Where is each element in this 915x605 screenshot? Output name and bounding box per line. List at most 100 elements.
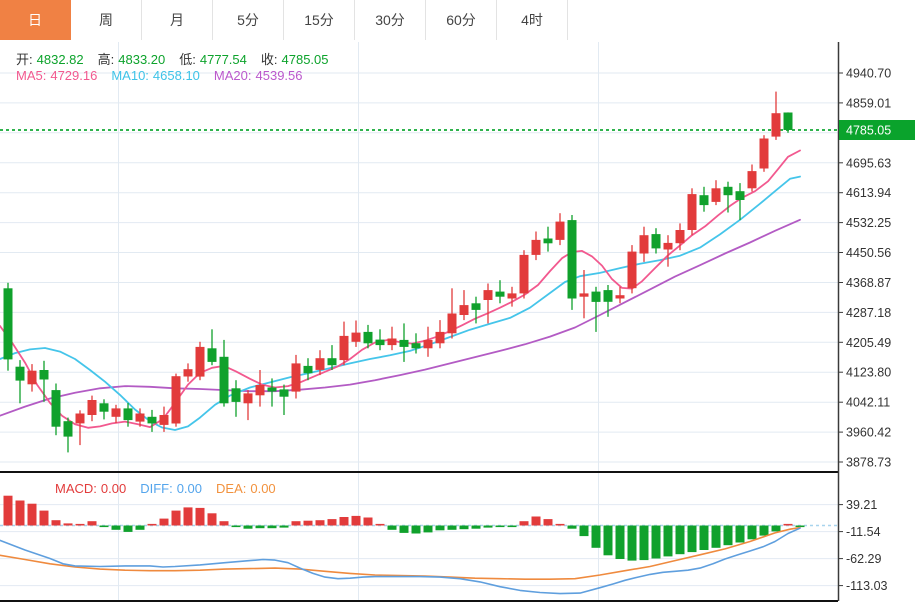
timeframe-tab-4[interactable]: 15分 bbox=[284, 0, 355, 40]
macd-bar bbox=[735, 525, 745, 543]
candle bbox=[291, 363, 301, 392]
macd-bar bbox=[183, 507, 193, 526]
svg-text:4123.80: 4123.80 bbox=[846, 366, 891, 380]
macd-bar bbox=[483, 525, 493, 528]
macd-bar bbox=[111, 525, 121, 530]
macd-bar bbox=[579, 525, 589, 537]
candle bbox=[591, 291, 601, 302]
candle bbox=[663, 242, 673, 250]
macd-bar bbox=[147, 523, 157, 526]
timeframe-tab-5[interactable]: 30分 bbox=[355, 0, 426, 40]
candle bbox=[279, 389, 289, 397]
timeframe-tab-7[interactable]: 4时 bbox=[497, 0, 568, 40]
macd-bar bbox=[87, 521, 97, 526]
timeframe-tab-3[interactable]: 5分 bbox=[213, 0, 284, 40]
kline-chart-canvas[interactable]: 4940.70 4859.01 4695.63 4613.94 4532.25 4450.… bbox=[0, 40, 915, 605]
candle bbox=[555, 221, 565, 240]
candle bbox=[447, 313, 457, 334]
candle bbox=[51, 390, 61, 427]
macd-bar bbox=[123, 525, 133, 532]
candle bbox=[147, 416, 157, 424]
macd-bar bbox=[15, 500, 25, 526]
timeframe-tab-6[interactable]: 60分 bbox=[426, 0, 497, 40]
macd-bar bbox=[771, 525, 781, 532]
svg-text:4368.87: 4368.87 bbox=[846, 276, 891, 290]
macd-bar bbox=[507, 525, 517, 528]
candle bbox=[627, 251, 637, 289]
candle bbox=[243, 393, 253, 404]
kline-chart[interactable]: 4940.70 4859.01 4695.63 4613.94 4532.25 4450.… bbox=[0, 40, 915, 605]
candle bbox=[231, 388, 241, 402]
candle bbox=[363, 331, 373, 344]
candle bbox=[783, 112, 793, 130]
macd-bar bbox=[27, 503, 37, 526]
macd-bar bbox=[387, 525, 397, 530]
macd-bar bbox=[603, 525, 613, 556]
macd-bar bbox=[783, 523, 793, 526]
macd-bar bbox=[231, 525, 241, 528]
candle bbox=[15, 366, 25, 381]
macd-bar bbox=[63, 523, 73, 526]
candle bbox=[387, 338, 397, 346]
macd-bar bbox=[675, 525, 685, 555]
macd-bar bbox=[699, 525, 709, 550]
macd-bar bbox=[207, 513, 217, 526]
macd-bar bbox=[747, 525, 757, 540]
grid bbox=[0, 42, 838, 601]
candle bbox=[207, 348, 217, 362]
svg-text:39.21: 39.21 bbox=[846, 498, 877, 512]
candle bbox=[615, 295, 625, 299]
candle bbox=[219, 356, 229, 404]
macd-bar bbox=[459, 525, 469, 530]
macd-bar bbox=[267, 525, 277, 529]
candle bbox=[567, 220, 577, 299]
macd-bar bbox=[327, 519, 337, 526]
svg-text:4785.05: 4785.05 bbox=[846, 124, 891, 138]
macd-bar bbox=[795, 525, 805, 528]
candle bbox=[639, 235, 649, 254]
candle bbox=[195, 346, 205, 377]
candlestick-series bbox=[3, 91, 793, 453]
macd-bar bbox=[639, 525, 649, 561]
timeframe-tab-1[interactable]: 周 bbox=[71, 0, 142, 40]
candle bbox=[87, 400, 97, 415]
svg-text:4613.94: 4613.94 bbox=[846, 186, 891, 200]
macd-bar bbox=[411, 525, 421, 534]
candle bbox=[747, 171, 757, 189]
timeframe-tab-2[interactable]: 月 bbox=[142, 0, 213, 40]
svg-text:4287.18: 4287.18 bbox=[846, 306, 891, 320]
candle bbox=[315, 358, 325, 370]
candle bbox=[255, 385, 265, 396]
macd-bar bbox=[687, 525, 697, 553]
timeframe-tab-0[interactable]: 日 bbox=[0, 0, 71, 40]
candle bbox=[687, 194, 697, 230]
macd-bar bbox=[315, 520, 325, 526]
candle bbox=[183, 369, 193, 377]
svg-text:4695.63: 4695.63 bbox=[846, 156, 891, 170]
svg-text:3960.42: 3960.42 bbox=[846, 426, 891, 440]
candle bbox=[411, 343, 421, 349]
candle bbox=[171, 376, 181, 424]
diff-line bbox=[0, 527, 801, 595]
y-axis-labels: 4940.70 4859.01 4695.63 4613.94 4532.25 4450.… bbox=[838, 67, 891, 593]
candle bbox=[39, 370, 49, 380]
macd-bar bbox=[363, 517, 373, 526]
macd-bar bbox=[159, 518, 169, 526]
candle bbox=[423, 339, 433, 349]
macd-bar bbox=[543, 519, 553, 526]
macd-histogram bbox=[3, 495, 805, 561]
macd-bar bbox=[711, 525, 721, 548]
chart-area[interactable]: 4940.70 4859.01 4695.63 4613.94 4532.25 4450.… bbox=[0, 40, 915, 605]
chart-bg bbox=[0, 40, 915, 605]
candle bbox=[303, 365, 313, 374]
candle bbox=[375, 339, 385, 346]
macd-bar bbox=[375, 523, 385, 526]
candle bbox=[111, 408, 121, 417]
current-price-badge: 4785.05 bbox=[839, 120, 915, 140]
candle bbox=[435, 331, 445, 344]
macd-bar bbox=[495, 525, 505, 528]
macd-bar bbox=[591, 525, 601, 548]
macd-bar bbox=[627, 525, 637, 561]
candle bbox=[267, 387, 277, 392]
candle bbox=[99, 403, 109, 412]
